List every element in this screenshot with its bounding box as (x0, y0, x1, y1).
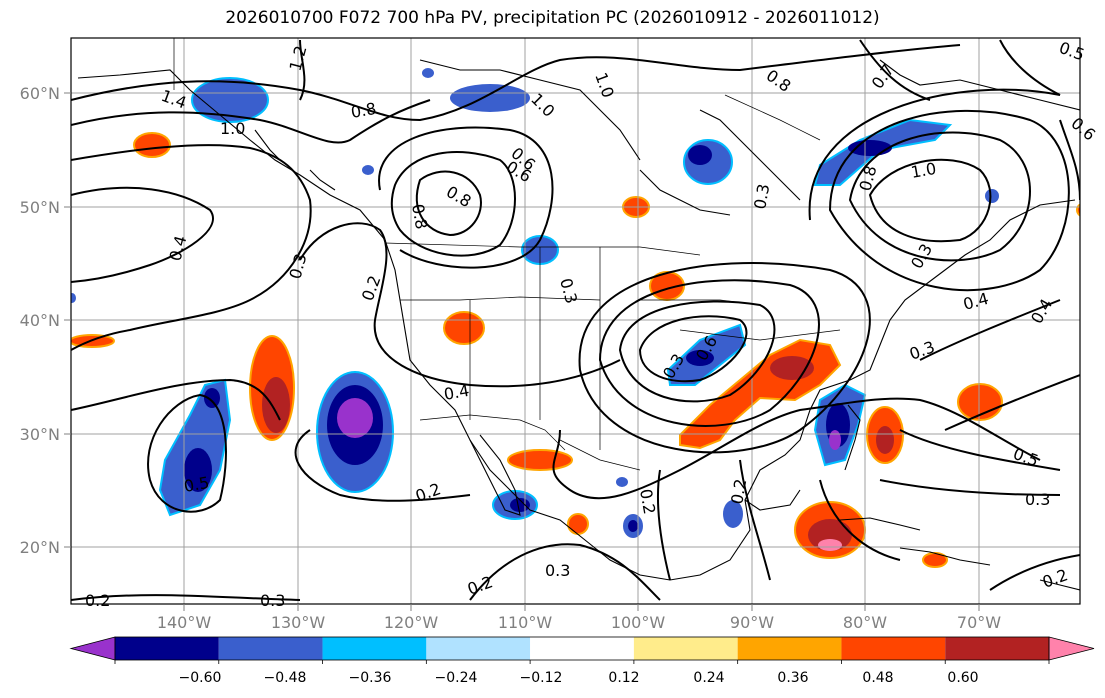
colorbar-arrow-right (1048, 636, 1095, 661)
colorbar-tick-label: −0.24 (435, 670, 478, 686)
contour-label: 0.4 (166, 234, 191, 264)
colorbar-arrow-left (69, 636, 116, 661)
lat-label: 30°N (20, 425, 60, 444)
lon-label: 110°W (498, 613, 553, 632)
contour-label: 0.3 (1025, 490, 1050, 509)
contour-label: 0.3 (260, 591, 285, 610)
contour-label: 0.2 (85, 591, 110, 610)
lat-label: 50°N (20, 198, 60, 217)
colorbar-swatch (426, 637, 531, 660)
contour-label: 0.8 (408, 202, 431, 230)
lon-label: 120°W (384, 613, 439, 632)
lat-label: 40°N (20, 311, 60, 330)
axis-ticks (64, 92, 980, 611)
contour-label: 0.2 (358, 273, 385, 303)
lon-label: 90°W (730, 613, 774, 632)
colorbar-swatch (633, 637, 738, 660)
colorbar-tick-labels: −0.60 −0.48 −0.36 −0.24 −0.12 0.12 0.24 … (179, 670, 979, 686)
contour-label: 0.7 (868, 61, 898, 93)
colorbar-tick-label: −0.48 (264, 670, 307, 686)
colorbar-tick-label: 0.48 (862, 670, 893, 686)
contour-label: 0.8 (763, 66, 795, 96)
lat-label: 20°N (20, 538, 60, 557)
lon-label: 130°W (271, 613, 326, 632)
map-title: 2026010700 F072 700 hPa PV, precipitatio… (225, 8, 880, 28)
contour-label: 0.2 (727, 477, 750, 505)
colorbar-tick-label: 0.60 (947, 670, 978, 686)
contour-label: 0.3 (545, 561, 570, 580)
colorbar-tick-label: 0.24 (693, 670, 724, 686)
lat-label: 60°N (20, 84, 60, 103)
map-frame (70, 37, 1081, 605)
colorbar-swatch (841, 637, 946, 660)
colorbar-tick-label: −0.60 (179, 670, 222, 686)
colorbar-swatch (218, 637, 323, 660)
colorbar-swatch (945, 637, 1049, 660)
contour-label: 1.0 (909, 159, 937, 182)
colorbar-tick-label: −0.36 (349, 670, 392, 686)
colorbar-tick-label: −0.12 (520, 670, 563, 686)
colorbar-swatch (115, 637, 219, 660)
lon-label: 140°W (157, 613, 212, 632)
colorbar (69, 636, 1095, 664)
contour-label: 0.6 (1067, 114, 1099, 145)
lon-label: 100°W (611, 613, 666, 632)
colorbar-swatch (530, 637, 634, 660)
colorbar-swatch (322, 637, 427, 660)
contour-label: 0.5 (182, 473, 210, 496)
contour-label: 0.5 (1057, 38, 1087, 65)
longitude-labels: 140°W 130°W 120°W 110°W 100°W 90°W 80°W … (157, 613, 1001, 632)
contour-label: 1.0 (527, 89, 558, 120)
contour-label: 0.2 (413, 479, 443, 506)
lon-label: 70°W (957, 613, 1001, 632)
contour-label: 1.2 (286, 44, 311, 74)
pv-contours (71, 39, 1080, 601)
contour-label: 0.3 (907, 337, 937, 364)
contour-label: 0.3 (556, 276, 581, 306)
contour-label: 1.0 (220, 119, 245, 138)
contour-label: 1.0 (591, 70, 618, 100)
contour-label: 0.4 (442, 381, 470, 404)
contour-label: 0.3 (286, 252, 311, 282)
colorbar-outline (114, 636, 1050, 661)
contour-label: 0.8 (349, 99, 377, 122)
colorbar-swatch (737, 637, 842, 660)
contour-label: 0.2 (636, 487, 659, 515)
contour-label: 0.4 (1027, 295, 1056, 327)
lon-label: 80°W (843, 613, 887, 632)
latitude-labels: 60°N 50°N 40°N 30°N 20°N (20, 84, 60, 557)
colorbar-tick-label: 0.36 (777, 670, 808, 686)
contour-label: 0.3 (907, 240, 936, 272)
contour-label: 0.4 (961, 289, 991, 314)
political-borders (173, 38, 841, 471)
colorbar-tick-label: 0.12 (608, 670, 639, 686)
contour-label: 0.2 (1040, 565, 1070, 592)
coastlines (77, 59, 1080, 591)
contour-label: 0.3 (750, 182, 773, 210)
